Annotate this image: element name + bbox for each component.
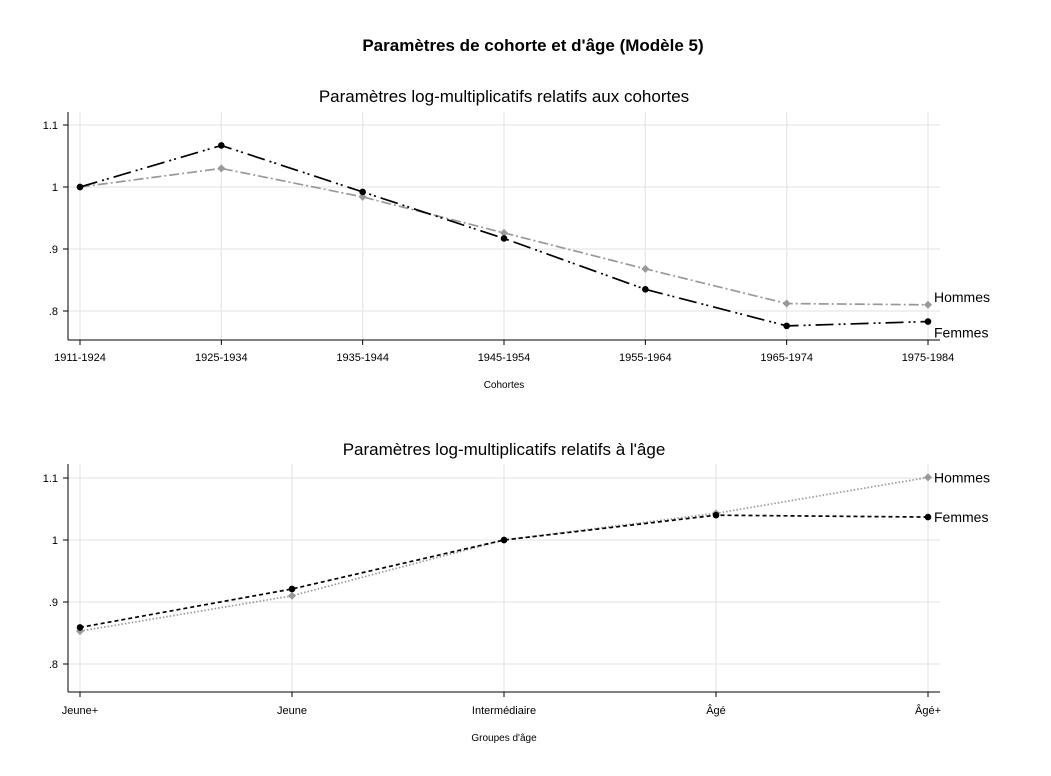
x-tick-label: Jeune+ bbox=[62, 705, 98, 717]
series-femmes: Femmes bbox=[76, 142, 988, 341]
panel-title: Paramètres log-multiplicatifs relatifs à… bbox=[343, 440, 666, 459]
x-tick-label: Intermédiaire bbox=[472, 705, 536, 717]
data-point bbox=[500, 235, 508, 242]
x-tick-label: Jeune bbox=[277, 705, 307, 717]
gridlines bbox=[68, 112, 940, 340]
y-tick-label: .9 bbox=[49, 597, 58, 609]
data-point bbox=[500, 536, 508, 544]
data-point bbox=[712, 511, 720, 519]
y-tick-label: .8 bbox=[49, 659, 58, 671]
data-point bbox=[642, 286, 649, 293]
series-hommes: Hommes bbox=[76, 469, 990, 636]
y-tick-label: .9 bbox=[49, 244, 58, 256]
x-tick-label: Âgé+ bbox=[915, 704, 941, 717]
data-point bbox=[288, 591, 296, 600]
series-hommes: Hommes bbox=[76, 164, 990, 309]
x-axis-label: Cohortes bbox=[484, 380, 525, 391]
x-tick-label: 1935-1944 bbox=[336, 352, 389, 364]
x-axis-label: Groupes d'âge bbox=[471, 733, 537, 744]
data-point bbox=[217, 164, 226, 173]
series-femmes: Femmes bbox=[76, 509, 988, 631]
data-point bbox=[76, 183, 84, 191]
x-tick-label: 1955-1964 bbox=[619, 352, 672, 364]
data-point bbox=[641, 264, 650, 273]
series-label: Hommes bbox=[934, 289, 990, 305]
data-point bbox=[924, 473, 932, 482]
data-point bbox=[782, 299, 791, 308]
data-point bbox=[924, 300, 932, 309]
data-point bbox=[924, 513, 932, 521]
x-tick-label: 1975-1984 bbox=[902, 352, 955, 364]
data-point bbox=[358, 192, 367, 201]
y-tick-label: 1.1 bbox=[43, 473, 58, 485]
age-chart: Paramètres log-multiplicatifs relatifs à… bbox=[43, 440, 990, 744]
panel-title: Paramètres log-multiplicatifs relatifs a… bbox=[319, 87, 689, 106]
data-point bbox=[288, 585, 296, 593]
x-tick-label: 1945-1954 bbox=[478, 352, 531, 364]
data-point bbox=[783, 322, 790, 330]
series-label: Hommes bbox=[934, 469, 990, 485]
data-point bbox=[500, 228, 508, 237]
data-point bbox=[76, 624, 84, 631]
series-label: Femmes bbox=[934, 509, 988, 525]
x-tick-label: 1925-1934 bbox=[195, 352, 248, 364]
data-point bbox=[924, 318, 932, 325]
figure-title: Paramètres de cohorte et d'âge (Modèle 5… bbox=[362, 36, 703, 55]
data-point bbox=[218, 142, 225, 149]
y-tick-label: 1 bbox=[52, 535, 58, 547]
data-point bbox=[359, 188, 366, 196]
x-tick-label: 1911-1924 bbox=[54, 352, 106, 364]
y-tick-label: 1.1 bbox=[43, 120, 58, 132]
x-tick-label: 1965-1974 bbox=[760, 352, 813, 364]
y-tick-label: .8 bbox=[49, 306, 58, 318]
x-tick-label: Âgé bbox=[706, 704, 726, 717]
series-line bbox=[79, 514, 929, 629]
series-label: Femmes bbox=[934, 325, 988, 341]
cohort-chart: Paramètres log-multiplicatifs relatifs a… bbox=[43, 87, 990, 391]
y-tick-label: 1 bbox=[52, 182, 58, 194]
